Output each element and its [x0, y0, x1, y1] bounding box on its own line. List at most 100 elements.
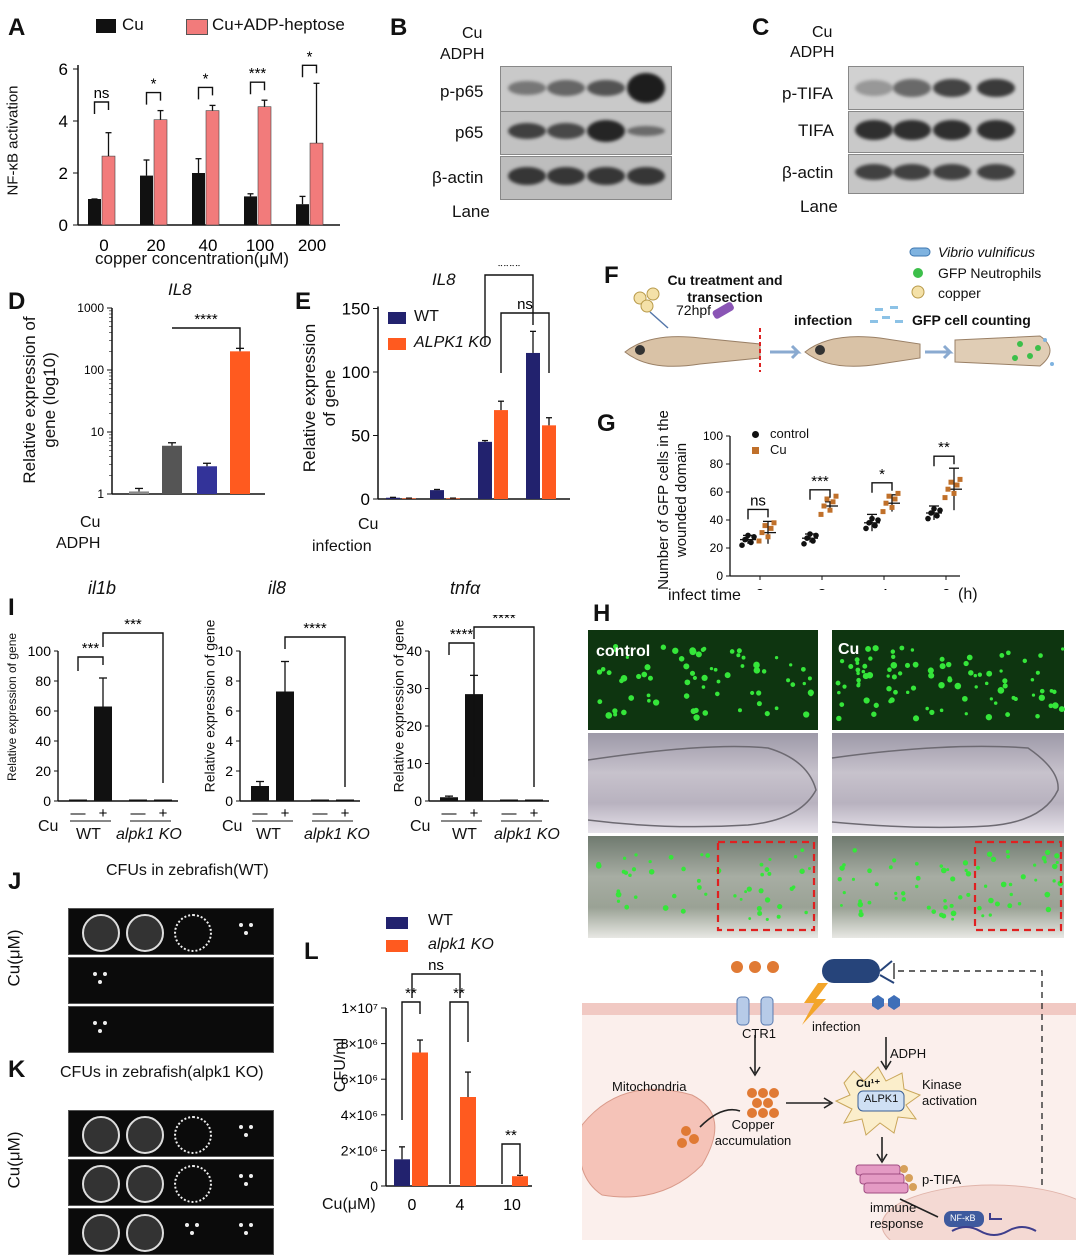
gfp-cell-control — [716, 679, 721, 684]
legend-copper-icon — [911, 285, 925, 299]
scalpel-icon — [712, 302, 734, 319]
tail-outline-control — [588, 745, 817, 828]
k-colony — [249, 1125, 253, 1129]
point-cu — [827, 507, 833, 513]
gfp-cell-merge-cu — [842, 891, 846, 895]
bar-i — [500, 799, 518, 801]
gfp-cell-merge-cu — [981, 914, 985, 918]
sign-i: — — [131, 805, 146, 822]
point-cu — [756, 538, 762, 544]
gfp-cell-merge-cu — [858, 911, 864, 918]
gfp-cell-cu — [1035, 713, 1040, 719]
row-adph-d: ADPH — [56, 535, 101, 552]
y-tick-label: 0 — [43, 793, 51, 809]
gfp-cell-merge-cu — [914, 861, 919, 866]
gfp-cell-control — [802, 681, 806, 686]
k-plate-row — [68, 1208, 274, 1255]
gfp-cell-cu — [1005, 712, 1011, 717]
y-tick-label: 4 — [59, 112, 68, 131]
band-label-p-tifa: p-TIFA — [782, 84, 834, 103]
point-control — [863, 525, 869, 532]
k-colony — [244, 1182, 248, 1186]
band-tifa — [977, 120, 1015, 140]
gfp-cell-merge-cu — [988, 897, 994, 904]
gfp-cell-control — [683, 693, 690, 699]
arrow-to-fish-icon — [649, 311, 669, 329]
cu-ion-icon — [749, 961, 761, 973]
ylabel-i2: Relative expression of gene — [201, 619, 218, 793]
gfp-cell-control — [709, 666, 714, 671]
gfp-cell-merge-control — [804, 910, 808, 915]
gfp-cell-merge-cu — [949, 903, 954, 908]
bar-cu-adph — [205, 110, 220, 226]
sig-label-i: **** — [492, 615, 516, 627]
gfp-cell-merge-control — [648, 860, 652, 864]
chart-e: 0 50 100 150 **** ns — [342, 265, 570, 509]
gfp-cell-control — [619, 678, 624, 684]
chart-a: 0 2 4 6 0 ns 20 * 40 * 100 *** 200 * — [59, 48, 340, 255]
gfp-cell-control — [713, 667, 718, 672]
gfp-cell-merge-control — [764, 897, 771, 903]
j-colony — [103, 1021, 107, 1025]
x-tick-label: 20 — [147, 236, 166, 255]
gfp-cell-cu — [927, 667, 934, 674]
gfp-cell-merge-control — [777, 903, 783, 910]
y-tick-label: 40 — [710, 513, 724, 527]
point-cu — [957, 476, 963, 482]
sig-label-g: ns — [750, 492, 766, 509]
gfp-cell-merge-cu — [1007, 903, 1013, 909]
gfp-cell-cu — [856, 671, 860, 676]
group-ko-i3: alpk1 KO — [494, 826, 560, 843]
y-tick-label: 6 — [225, 703, 233, 719]
sig-label-bracket — [145, 91, 162, 105]
gfp-cell-merge-cu — [1054, 853, 1060, 859]
gfp-cell-merge-control — [758, 888, 764, 894]
gfp-cell-control — [736, 653, 741, 658]
sig-label-g-bracket — [933, 455, 955, 467]
y-tick-label: 2 — [59, 164, 68, 183]
panel-label-j: J — [8, 868, 22, 895]
gfp-cell-control — [736, 648, 742, 654]
gfp-cell-cu — [973, 673, 978, 678]
gfp-cell-cu — [872, 645, 879, 652]
gfp-cell-cu — [939, 656, 945, 662]
xlabel-l: Cu(μM) — [322, 1196, 376, 1213]
bar-d — [197, 466, 217, 494]
gfp-cell-merge-control — [624, 904, 630, 910]
band-label-p-p65: p-p65 — [440, 82, 484, 101]
gfp-cell-control — [621, 709, 627, 716]
gfp-cell-merge-control — [768, 857, 772, 861]
gfp-cell-control — [646, 693, 651, 698]
gfp-cell-merge-cu — [926, 905, 931, 910]
y-tick-label: 20 — [35, 763, 51, 779]
k-colony — [244, 1231, 248, 1235]
band-tifa — [933, 120, 971, 140]
point-cu — [886, 493, 892, 499]
sig-label-e: ns — [517, 296, 533, 313]
panel-label-l: L — [304, 938, 319, 965]
sig-label-bracket — [197, 86, 214, 100]
point-control — [801, 541, 807, 547]
step-gfp-counting: GFP cell counting — [912, 312, 1031, 328]
adph-molecule-icon — [872, 995, 900, 1010]
gfp-cell-merge-control — [680, 908, 686, 914]
bar-cu-adph — [257, 106, 272, 226]
gfp-cell-merge-control — [622, 856, 627, 860]
gfp-cell-cu — [954, 682, 962, 690]
gfp-cell-cu — [1031, 693, 1036, 697]
group-wt-i3: WT — [452, 826, 477, 843]
j-plate-row — [68, 957, 274, 1004]
y-tick-label: 100 — [342, 363, 370, 382]
bar-cu-adph — [101, 155, 116, 226]
band-actin-c — [977, 164, 1015, 180]
gfp-cell-merge-control — [615, 891, 622, 898]
sig-label-i: **** — [303, 620, 327, 637]
gfp-cell-cu — [1038, 653, 1043, 658]
y-tick-label: 0 — [361, 490, 370, 509]
gfp-cell-control — [790, 682, 796, 687]
gfp-cell-merge-cu — [1033, 863, 1037, 867]
band-p65 — [547, 123, 585, 139]
band-p-p65 — [587, 80, 625, 96]
gfp-cell-merge-control — [746, 886, 752, 892]
gfp-cell-cu — [905, 690, 910, 695]
